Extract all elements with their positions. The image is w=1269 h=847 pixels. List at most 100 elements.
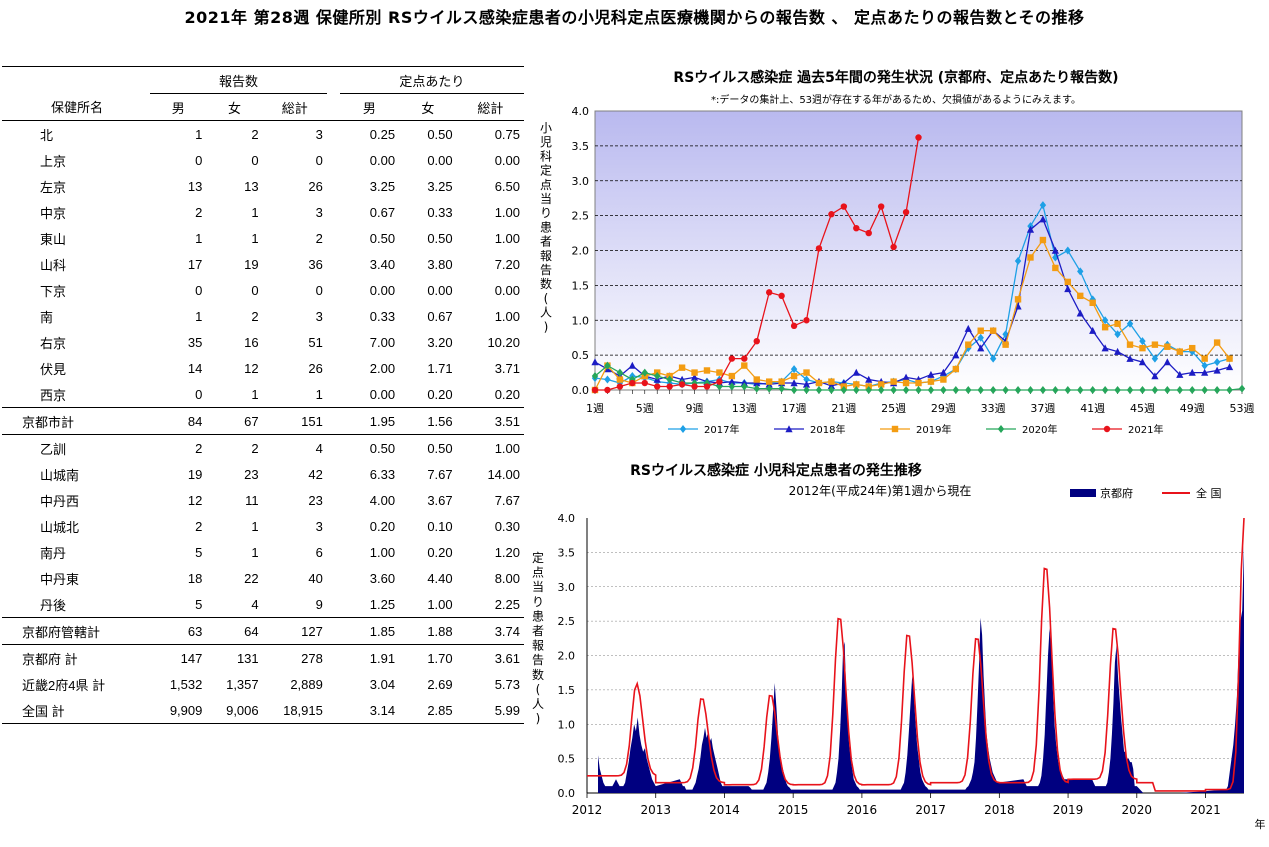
cell-value: 0.00 [494, 152, 520, 168]
cell-value: 13 [187, 178, 203, 194]
x-tick-label: 25週 [881, 402, 906, 415]
x-tick-label: 21週 [831, 402, 856, 415]
cell-value: 2.25 [494, 596, 520, 612]
data-point [1213, 358, 1221, 367]
cell-value: 23 [244, 466, 259, 482]
data-point [1077, 386, 1084, 394]
cell-value: 1.70 [427, 650, 453, 666]
x-tick-label: 1週 [586, 402, 604, 415]
data-point [604, 386, 611, 394]
y-tick-label: 4.0 [558, 512, 576, 525]
cell-gap [327, 381, 340, 408]
data-point [1052, 253, 1059, 262]
data-point [1225, 363, 1234, 371]
cell-value: 0.00 [427, 152, 453, 168]
data-point [877, 381, 885, 388]
cell-value: 0.75 [494, 126, 520, 142]
data-point [1101, 386, 1109, 394]
data-point [1189, 347, 1196, 356]
data-point [1026, 225, 1035, 233]
cell-value: 3.51 [456, 407, 524, 435]
data-point [678, 364, 686, 371]
cell-value: 19 [244, 256, 259, 272]
table-row: 山城北 2 1 3 0.20 0.10 0.30 [2, 513, 524, 539]
cell-value: 2 [251, 126, 259, 142]
cell-value: 0.00 [369, 152, 396, 168]
y-tick-label: 2.5 [572, 210, 590, 223]
y-tick-label: 0.5 [572, 349, 590, 362]
y-tick-label: 2.5 [558, 615, 576, 628]
table-row: 下京 0 0 0 0.00 0.00 0.00 [2, 277, 524, 303]
cell-value: 12 [244, 360, 259, 376]
row-name: 左京 [40, 179, 67, 195]
cell-gap [327, 225, 340, 251]
data-point [716, 378, 723, 385]
cell-value: 0 [251, 282, 259, 298]
cell-value: 7.00 [369, 334, 396, 350]
row-name: 近畿2府4県 計 [22, 677, 106, 693]
legend-label: 2018年 [810, 423, 845, 436]
cell-value: 151 [262, 407, 327, 435]
row-name: 山科 [40, 257, 67, 273]
data-point [890, 386, 897, 394]
data-point [790, 379, 798, 387]
y-tick-label: 2.0 [558, 650, 576, 663]
data-point [1077, 292, 1084, 300]
table-row: 京都市計 84 67 151 1.95 1.56 3.51 [2, 407, 524, 435]
cell-value: 1.00 [494, 230, 520, 246]
legend-label: 京都府 [1100, 486, 1133, 500]
cell-gap [327, 303, 340, 329]
cell-gap [327, 277, 340, 303]
data-point [865, 229, 872, 237]
data-point [728, 372, 736, 380]
table-row: 中京 2 1 3 0.67 0.33 1.00 [2, 199, 524, 225]
row-name: 全国 計 [2, 697, 151, 724]
data-point [753, 337, 760, 345]
cell-gap [327, 121, 340, 148]
cell-value: 18,915 [262, 697, 327, 724]
data-point [1089, 326, 1097, 334]
data-point [964, 324, 972, 332]
cell-value: 1.95 [339, 407, 400, 435]
header-gap [326, 66, 340, 94]
row-name: 右京 [40, 335, 67, 351]
y-tick-label: 2.0 [572, 245, 590, 258]
chart-weekly-5years: RSウイルス感染症 過去5年間の発生状況 (京都府、定点あたり報告数) *:データ… [540, 69, 1255, 436]
cell-value: 4 [315, 440, 323, 456]
data-point [865, 375, 873, 383]
legend-label: 2017年 [704, 423, 739, 436]
cell-value: 22 [244, 570, 259, 586]
x-tick-label: 2019 [1053, 803, 1084, 817]
data-point [1164, 343, 1171, 350]
page-title: 2021年 第28週 保健所別 RSウイルス感染症患者の小児科定点医療機関からの… [184, 8, 1085, 27]
cell-value: 2,889 [290, 676, 323, 692]
data-point [1213, 386, 1221, 394]
data-point [1126, 319, 1134, 328]
data-point [591, 386, 599, 394]
cell-gap [327, 565, 340, 591]
y-axis-label-char: 告 [540, 263, 552, 277]
data-point [703, 383, 711, 390]
data-point [1039, 215, 1047, 223]
data-point [1213, 366, 1221, 374]
column-header: 総計 [456, 93, 524, 121]
y-axis-label-char: 点 [540, 178, 552, 192]
data-point [803, 369, 810, 376]
data-point [1101, 324, 1109, 331]
cell-value: 18 [187, 570, 203, 586]
y-tick-label: 1.5 [572, 279, 590, 292]
cell-value: 7.20 [494, 256, 520, 272]
data-point [1114, 386, 1121, 394]
data-point [952, 386, 960, 394]
cell-value: 3.25 [369, 178, 396, 194]
y-axis-label-char: り [540, 206, 552, 220]
data-point [827, 382, 836, 390]
data-point [790, 322, 798, 330]
data-point [691, 383, 698, 390]
data-point [853, 381, 860, 388]
data-point [616, 383, 624, 390]
data-point [1201, 386, 1208, 394]
data-point [1052, 386, 1059, 394]
data-point [678, 381, 686, 388]
cell-gap [327, 251, 340, 277]
